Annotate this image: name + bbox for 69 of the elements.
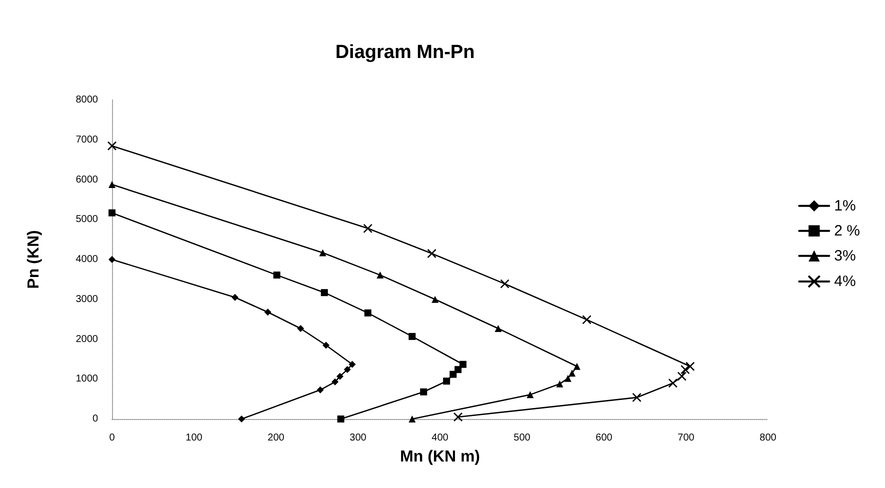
point — [344, 366, 351, 374]
point — [273, 272, 280, 279]
x-tick-label: 700 — [678, 432, 695, 444]
point — [297, 324, 304, 332]
point — [685, 362, 695, 372]
y-tick-label: 1000 — [76, 374, 98, 385]
point — [432, 296, 439, 303]
y-tick-label: 7000 — [76, 134, 98, 146]
point — [408, 332, 416, 340]
point — [573, 362, 580, 370]
point — [336, 372, 344, 380]
x-tick-label: 400 — [432, 432, 449, 444]
y-tick-label: 3000 — [76, 294, 98, 305]
point — [453, 412, 463, 422]
legend-label: 3% — [834, 247, 856, 264]
point — [450, 370, 457, 378]
point — [443, 378, 450, 385]
point — [337, 416, 344, 422]
x-tick-label: 800 — [760, 432, 777, 444]
point — [556, 380, 564, 388]
point — [500, 279, 510, 288]
point — [408, 416, 416, 422]
point — [348, 360, 356, 368]
point — [364, 309, 372, 316]
y-tick-label: 8000 — [76, 94, 98, 106]
point — [363, 224, 372, 234]
point — [320, 289, 328, 296]
x-tick-label: 500 — [514, 432, 531, 444]
legend-label: 2 % — [834, 222, 860, 240]
point — [526, 391, 534, 398]
point — [680, 364, 690, 374]
point — [454, 366, 462, 374]
x-tick-label: 100 — [186, 432, 203, 444]
point — [677, 372, 687, 381]
point — [319, 249, 326, 256]
y-tick-label: 2000 — [76, 334, 98, 345]
y-tick-label: 6000 — [76, 174, 98, 186]
x-tick-label: 0 — [109, 432, 116, 444]
y-axis-title: Pn (KN) — [26, 230, 42, 289]
point — [232, 294, 238, 301]
x-tick-label: 200 — [268, 432, 285, 444]
point — [582, 315, 592, 324]
point — [264, 308, 272, 316]
legend-label: 4% — [834, 273, 856, 290]
point — [427, 248, 436, 258]
point — [107, 141, 117, 151]
y-tick-label: 0 — [92, 414, 98, 424]
x-tick-label: 300 — [350, 432, 367, 444]
point — [668, 378, 678, 388]
point — [322, 342, 330, 349]
point — [420, 388, 428, 396]
x-tick-label: 600 — [596, 432, 613, 444]
point — [316, 386, 324, 394]
point — [376, 272, 384, 279]
chart-title: Diagram Mn-Pn — [335, 42, 475, 63]
point — [568, 370, 576, 377]
legend-label: 1% — [834, 197, 856, 214]
point — [632, 392, 642, 402]
point — [238, 416, 246, 422]
y-tick-label: 5000 — [76, 214, 98, 226]
x-axis-title: Mn (KN m) — [400, 448, 480, 466]
point — [332, 378, 339, 386]
point — [108, 209, 116, 216]
point — [459, 360, 466, 368]
point — [108, 181, 116, 188]
point — [108, 256, 116, 263]
point — [564, 374, 572, 382]
point — [494, 324, 502, 332]
y-tick-label: 4000 — [76, 254, 98, 265]
